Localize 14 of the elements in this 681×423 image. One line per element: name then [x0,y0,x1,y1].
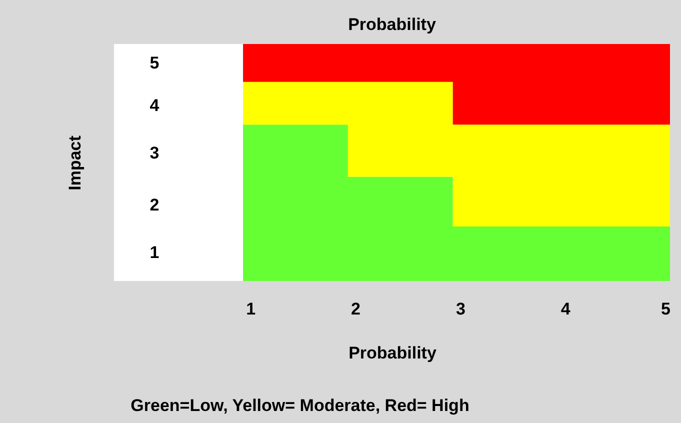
x-tick-label: 4 [560,300,571,318]
y-tick-label: 5 [150,53,160,72]
x-tick-label: 3 [456,300,466,318]
y-tick-label: 1 [150,243,160,262]
x-tick-label: 5 [661,300,670,318]
text: Green=Low, Yellow= Moderate, Red= High [130,396,470,416]
y-tick-label: 3 [150,144,160,163]
y-axis-title: Impact [66,135,84,190]
y-tick-label: 2 [150,196,160,215]
y-tick-label: 4 [150,96,160,116]
x-tick-label: 1 [246,300,256,318]
x-axis-title: Probability [348,344,437,362]
chart-title: Probability [348,15,436,34]
x-tick-label: 2 [351,300,361,318]
